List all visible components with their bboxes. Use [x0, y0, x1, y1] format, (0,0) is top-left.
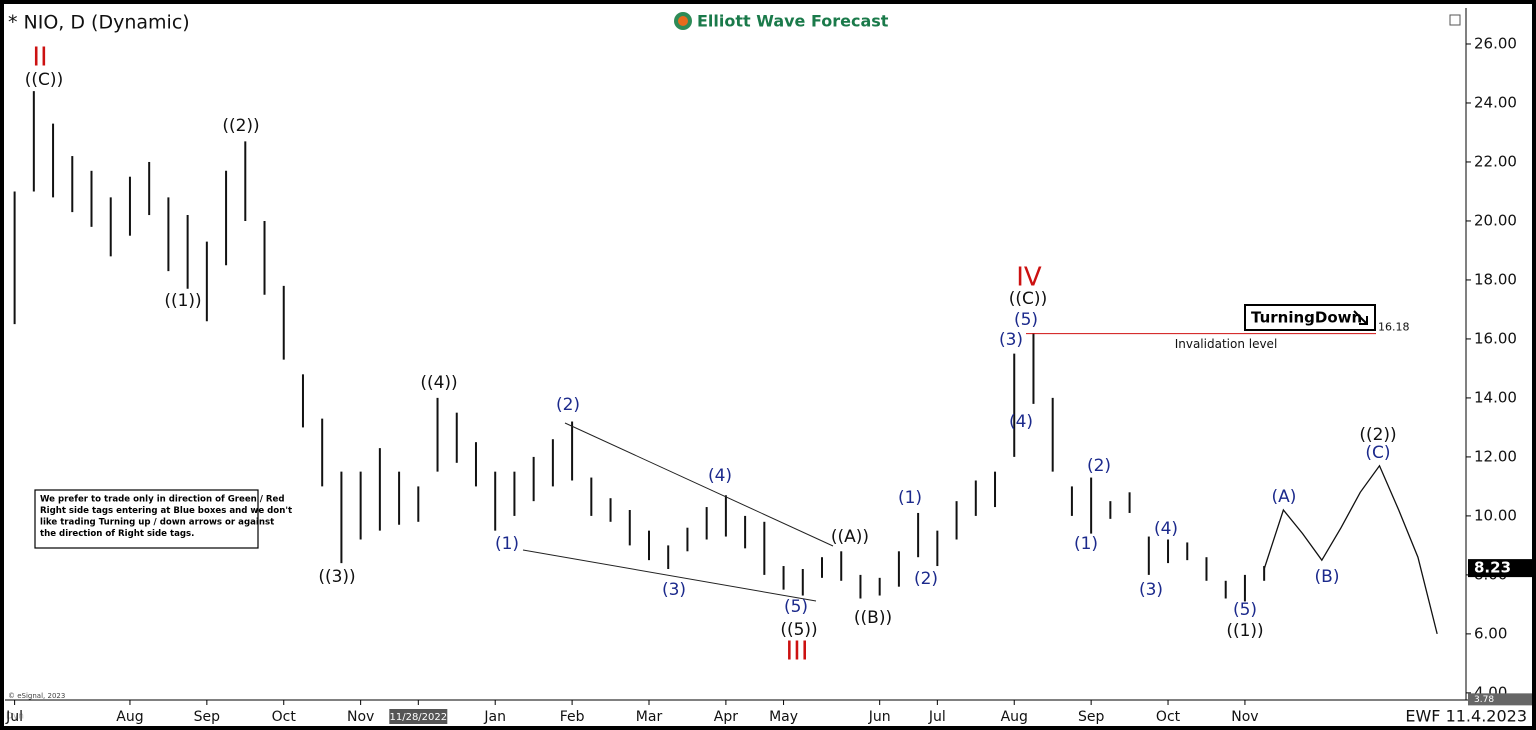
- y-tick-label: 22.00: [1474, 152, 1517, 170]
- x-tick-label: Jul: [5, 709, 23, 725]
- wave-label: (4): [1154, 519, 1178, 539]
- x-tick-label: Feb: [560, 709, 585, 725]
- wave-label: (5): [1014, 310, 1038, 330]
- note-box: We prefer to trade only in direction of …: [34, 489, 292, 549]
- wave-label: ((2)): [222, 116, 259, 136]
- invalidation-text: Invalidation level: [1175, 337, 1278, 351]
- wave-label: ((1)): [164, 291, 201, 311]
- wave-label: (C): [1365, 443, 1390, 463]
- trend-line: [522, 549, 817, 602]
- note-line: like trading Turning up / down arrows or…: [40, 518, 274, 528]
- logo-icon-inner: [678, 16, 688, 26]
- signal-arrow: [1353, 310, 1368, 325]
- wave-label: ((1)): [1226, 621, 1263, 641]
- wave-label: II: [32, 43, 47, 73]
- wave-label: (B): [1315, 567, 1340, 587]
- x-tick-label: Sep: [194, 709, 221, 725]
- x-tick-label: Nov: [347, 709, 374, 725]
- axis-corner: Dyn: [6, 712, 24, 722]
- wave-label: ((4)): [420, 373, 457, 393]
- wave-label: ((3)): [318, 567, 355, 587]
- wave-label: (A): [1272, 487, 1297, 507]
- wave-label: ((C)): [25, 70, 63, 90]
- wave-label: (1): [495, 534, 519, 554]
- x-tick-label: Jan: [483, 709, 506, 725]
- wave-label: (5): [784, 597, 808, 617]
- y-tick-label: 6.00: [1474, 624, 1507, 642]
- brand-name: Elliott Wave Forecast: [697, 12, 889, 31]
- low-marker-box: [1468, 693, 1532, 706]
- wave-label: (3): [662, 580, 686, 600]
- x-label-highlight: [389, 709, 448, 724]
- y-tick-label: 14.00: [1474, 388, 1517, 406]
- y-tick-label: 20.00: [1474, 211, 1517, 229]
- wave-label: (1): [1074, 534, 1098, 554]
- trend-line: [564, 422, 834, 547]
- wave-label: (3): [1139, 580, 1163, 600]
- wave-label: (4): [708, 466, 732, 486]
- wave-label: (2): [914, 569, 938, 589]
- wave-label: III: [785, 637, 808, 667]
- x-tick-label: Aug: [116, 709, 143, 725]
- x-tick-label: Nov: [1231, 709, 1258, 725]
- note-line: We prefer to trade only in direction of …: [40, 495, 285, 505]
- x-tick-label: Mar: [636, 709, 663, 725]
- x-tick-label: 11/28/2022: [389, 712, 447, 723]
- x-tick-label: Apr: [714, 709, 738, 725]
- chart-title: * NIO, D (Dynamic): [8, 12, 190, 34]
- last-price-label: 8.23: [1474, 559, 1511, 577]
- wave-label: (1): [898, 488, 922, 508]
- wave-label: (4): [1009, 412, 1033, 432]
- brand-logo: Elliott Wave Forecast: [674, 12, 889, 31]
- wave-label: ((2)): [1359, 425, 1396, 445]
- footer: EWF 11.4.2023: [1405, 707, 1527, 726]
- y-tick-label: 10.00: [1474, 506, 1517, 524]
- wave-label: ((B)): [854, 608, 892, 628]
- signal-tag-box: [1244, 304, 1376, 331]
- copyright: © eSignal, 2023: [8, 692, 65, 700]
- y-tick-label: 12.00: [1474, 447, 1517, 465]
- invalidation-value: 16.18: [1378, 321, 1410, 334]
- chart-background: [4, 4, 1532, 726]
- wave-label: (2): [1087, 456, 1111, 476]
- y-tick-label: 16.00: [1474, 329, 1517, 347]
- projection-line: [1263, 464, 1438, 635]
- wave-label: (3): [999, 330, 1023, 350]
- wave-label: ((5)): [780, 620, 817, 640]
- last-price-box: [1468, 559, 1532, 578]
- plot-area: [13, 91, 1438, 635]
- wave-label: (2): [556, 395, 580, 415]
- y-tick-label: 24.00: [1474, 93, 1517, 111]
- x-tick-label: May: [769, 709, 798, 725]
- note-line: Right side tags entering at Blue boxes a…: [40, 506, 292, 516]
- low-marker-label: 3.78: [1474, 695, 1494, 705]
- window-icon[interactable]: [1449, 14, 1461, 26]
- note-frame: [34, 489, 259, 549]
- x-tick-label: Sep: [1078, 709, 1105, 725]
- wave-label: (5): [1233, 600, 1257, 620]
- x-tick-label: Jul: [928, 709, 946, 725]
- y-tick-label: 18.00: [1474, 270, 1517, 288]
- wave-label: ((C)): [1009, 289, 1047, 309]
- x-tick-label: Oct: [272, 709, 297, 725]
- wave-label: ((A)): [831, 527, 869, 547]
- note-line: the direction of Right side tags.: [40, 529, 194, 539]
- y-tick-label: 26.00: [1474, 34, 1517, 52]
- x-tick-label: Oct: [1156, 709, 1181, 725]
- wave-label: IV: [1016, 263, 1042, 293]
- x-tick-label: Aug: [1001, 709, 1028, 725]
- signal-tag: TurningDown: [1251, 309, 1362, 327]
- x-tick-label: Jun: [868, 709, 891, 725]
